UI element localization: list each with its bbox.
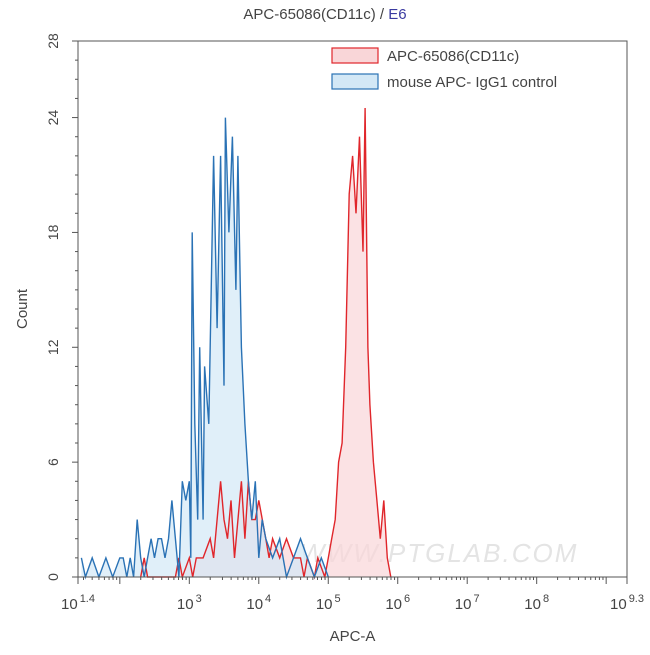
- y-tick-label: 28: [45, 33, 61, 49]
- y-axis-label: Count: [14, 288, 31, 329]
- x-tick-label: 10 7: [455, 593, 480, 613]
- x-tick-exponent: 8: [543, 593, 549, 605]
- y-tick-label: 0: [45, 573, 61, 581]
- x-tick-base: 10: [455, 596, 472, 613]
- chart-title-separator: /: [379, 6, 385, 23]
- x-tick-base: 10: [246, 596, 263, 613]
- chart-title-sample: E6: [388, 6, 407, 23]
- x-tick-label: 10 3: [177, 593, 202, 613]
- legend: APC-65086(CD11c) mouse APC- IgG1 control: [331, 47, 557, 91]
- x-tick-exponent: 7: [473, 593, 479, 605]
- x-tick-base: 10: [177, 596, 194, 613]
- x-tick-label: 10 5: [316, 593, 341, 613]
- x-tick-base: 10: [61, 596, 78, 613]
- y-tick-label: 12: [45, 339, 61, 355]
- x-tick-base: 10: [316, 596, 333, 613]
- x-tick-label: 10 6: [385, 593, 410, 613]
- y-tick-label: 18: [45, 224, 61, 240]
- x-tick-base: 10: [610, 596, 627, 613]
- series-fill-0: [140, 108, 391, 577]
- x-tick-exponent: 4: [265, 593, 271, 605]
- x-tick-exponent: 9.3: [629, 593, 644, 605]
- x-tick-label: 10 9.3: [610, 593, 644, 613]
- legend-swatch: [331, 73, 379, 90]
- chart-title-main: APC-65086(CD11c): [243, 6, 376, 23]
- series-fill-1: [81, 117, 329, 577]
- y-tick-label: 24: [45, 110, 61, 126]
- x-tick-label: 10 8: [524, 593, 549, 613]
- chart-title: APC-65086(CD11c) / E6: [0, 6, 650, 23]
- x-tick-exponent: 5: [335, 593, 341, 605]
- x-tick-exponent: 1.4: [80, 593, 95, 605]
- x-tick-base: 10: [385, 596, 402, 613]
- x-tick-base: 10: [524, 596, 541, 613]
- legend-label: APC-65086(CD11c): [387, 48, 519, 65]
- legend-swatch: [331, 47, 379, 64]
- x-axis-label: APC-A: [330, 628, 376, 645]
- legend-label: mouse APC- IgG1 control: [387, 74, 557, 91]
- x-tick-label: 10 4: [246, 593, 271, 613]
- y-tick-label: 6: [45, 458, 61, 466]
- x-tick-label: 10 1.4: [61, 593, 95, 613]
- x-tick-exponent: 3: [196, 593, 202, 605]
- x-tick-exponent: 6: [404, 593, 410, 605]
